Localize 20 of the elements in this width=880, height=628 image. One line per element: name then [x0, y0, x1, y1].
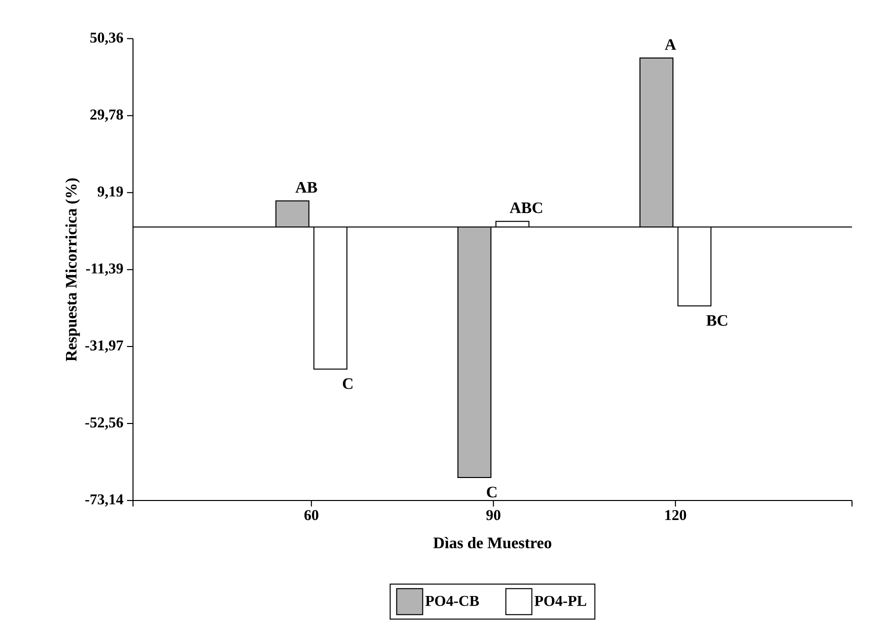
annotation: AB [295, 182, 318, 193]
y-axis-title: Respuesta Micorricica (%) [65, 178, 80, 362]
y-tick-label: -11,39 [86, 263, 123, 276]
y-tick-label: 9,19 [98, 186, 123, 199]
annotation: C [342, 378, 352, 390]
x-axis-title: Dìas de Muestreo [433, 537, 552, 548]
x-tick-label: 120 [665, 510, 686, 520]
y-tick-label: 50,36 [90, 32, 124, 45]
annotation: C [486, 486, 496, 498]
y-tick-label: 29,78 [90, 109, 123, 122]
y-tick-label: -52,56 [85, 417, 124, 430]
legend-label: PO4-PL [534, 596, 586, 606]
x-tick-label: 60 [304, 510, 318, 520]
x-tick-label: 90 [486, 510, 500, 520]
legend-label: PO4-CB [425, 596, 479, 606]
annotation: BC [706, 315, 728, 326]
annotation: ABC [510, 202, 542, 214]
annotation: A [664, 39, 676, 50]
y-tick-label: -31,97 [85, 340, 124, 353]
y-tick-label: -73,14 [85, 494, 124, 507]
